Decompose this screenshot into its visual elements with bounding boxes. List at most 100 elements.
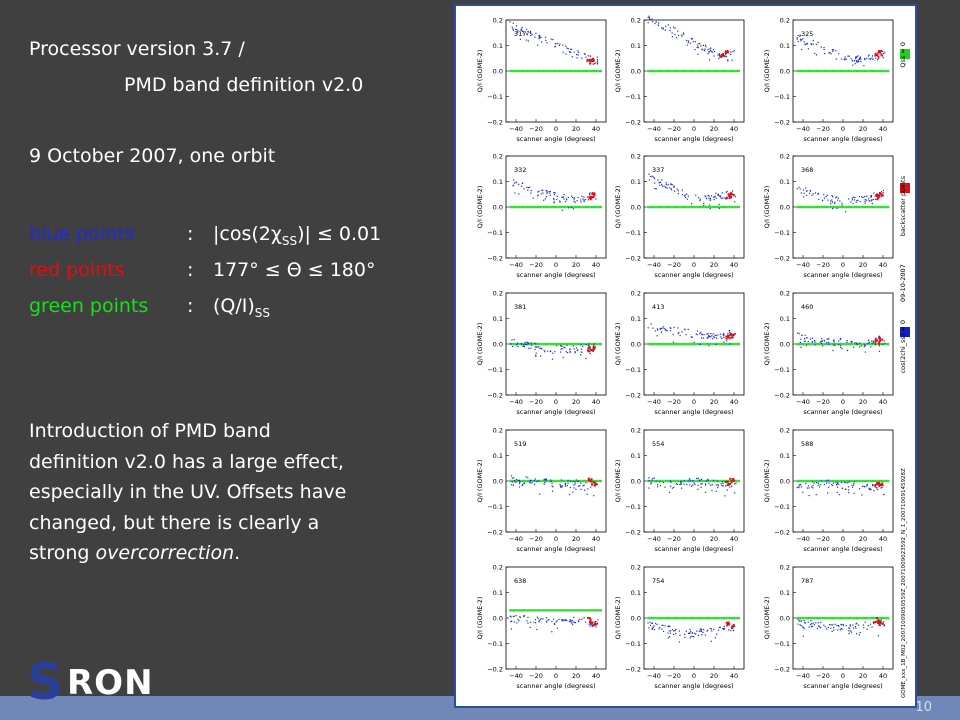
blue-point — [568, 207, 570, 209]
green-point — [866, 342, 869, 346]
blue-point — [669, 187, 671, 189]
x-tick-label: 40 — [730, 125, 738, 133]
blue-point — [695, 333, 697, 335]
blue-point — [534, 478, 536, 480]
blue-point — [655, 188, 657, 190]
blue-point — [722, 482, 724, 484]
blue-point — [811, 337, 814, 339]
blue-point — [715, 484, 717, 486]
blue-point — [718, 207, 721, 209]
blue-point — [715, 490, 717, 492]
blue-point — [826, 338, 828, 340]
red-point — [874, 338, 877, 341]
blue-point — [535, 355, 537, 357]
green-point — [833, 69, 835, 73]
y-tick-label: 0.0 — [780, 615, 790, 623]
blue-point — [867, 342, 869, 344]
x-tick-label: −40 — [796, 261, 810, 269]
green-point — [692, 616, 694, 620]
blue-point — [689, 484, 691, 486]
blue-point — [550, 350, 552, 352]
blue-point — [720, 336, 722, 338]
blue-point — [715, 192, 717, 194]
green-point — [823, 205, 825, 209]
blue-point — [516, 25, 518, 27]
blue-point — [562, 44, 564, 46]
y-tick-label: −0.1 — [774, 93, 790, 101]
y-tick-label: 0.2 — [780, 564, 790, 572]
blue-point — [669, 327, 671, 329]
blue-point — [856, 199, 858, 202]
green-point — [825, 342, 827, 346]
blue-point — [710, 47, 712, 49]
blue-point — [522, 32, 525, 34]
blue-point — [830, 624, 832, 626]
green-point — [530, 69, 532, 73]
blue-point — [687, 195, 689, 197]
blue-point — [723, 333, 725, 335]
green-point — [703, 205, 705, 209]
blue-point — [596, 56, 598, 58]
blue-point — [862, 196, 864, 199]
green-point — [542, 479, 545, 483]
green-point — [703, 616, 705, 620]
blue-point — [833, 629, 835, 631]
blue-point — [524, 342, 526, 344]
blue-point — [800, 192, 803, 194]
red-point — [727, 193, 730, 196]
blue-point — [815, 494, 817, 496]
blue-point — [859, 200, 861, 203]
blue-point — [858, 58, 860, 60]
legend-label: backscatter points — [899, 175, 907, 236]
blue-point — [692, 635, 694, 638]
green-point — [698, 69, 700, 73]
green-point — [571, 609, 574, 612]
blue-point — [820, 341, 822, 343]
green-point — [885, 205, 888, 209]
green-point — [701, 479, 704, 483]
blue-point — [701, 337, 703, 339]
green-point — [708, 479, 710, 483]
green-point — [589, 342, 591, 346]
blue-point — [596, 63, 599, 65]
blue-point — [860, 60, 862, 63]
blue-point — [854, 625, 856, 628]
x-tick-label: −40 — [509, 535, 523, 543]
blue-point — [798, 486, 800, 488]
green-point — [847, 479, 849, 483]
y-tick-label: 0.2 — [631, 427, 641, 435]
blue-point — [648, 173, 650, 175]
green-point — [733, 616, 736, 620]
y-tick-label: −0.1 — [774, 229, 790, 237]
green-point — [526, 205, 529, 209]
blue-point — [704, 491, 707, 493]
blue-point — [537, 44, 539, 46]
green-point — [706, 479, 708, 483]
green-point — [687, 342, 689, 346]
blue-point — [659, 481, 661, 483]
blue-point — [553, 191, 555, 194]
legend-swatch — [900, 183, 910, 193]
red-point — [874, 484, 877, 487]
green-point — [732, 205, 734, 209]
green-point — [839, 479, 841, 483]
blue-point — [527, 31, 529, 33]
green-point — [684, 69, 686, 73]
blue-point — [551, 490, 554, 492]
green-point — [817, 616, 819, 620]
blue-point — [518, 619, 520, 622]
green-point — [736, 69, 739, 73]
blue-point — [649, 175, 652, 178]
green-point — [534, 609, 537, 612]
green-point — [568, 479, 570, 483]
blue-point — [833, 627, 835, 629]
blue-point — [701, 629, 703, 631]
red-point — [594, 622, 597, 625]
blue-point — [670, 183, 673, 185]
red-point — [724, 51, 727, 54]
blue-point — [647, 327, 649, 329]
green-point — [597, 609, 599, 612]
blue-point — [580, 488, 582, 491]
blue-point — [539, 355, 542, 357]
blue-point — [690, 630, 692, 633]
